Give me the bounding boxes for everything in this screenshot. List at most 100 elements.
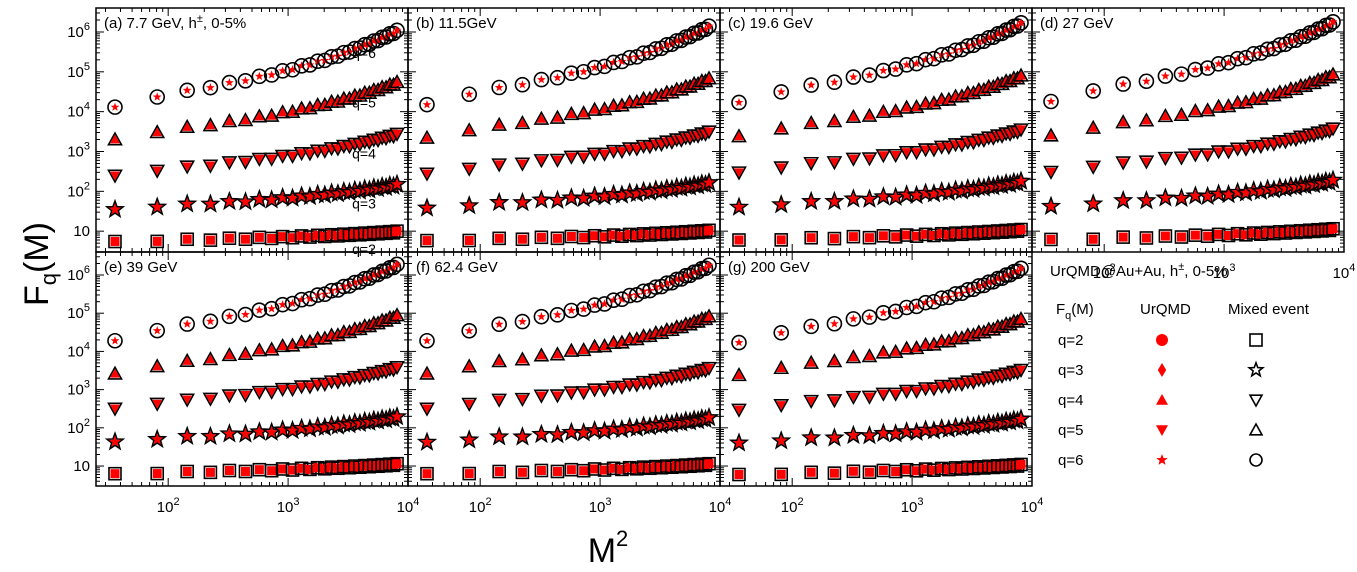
mixed-event-point bbox=[614, 53, 630, 70]
urqmd-point bbox=[1016, 18, 1026, 27]
urqmd-point bbox=[566, 345, 577, 355]
urqmd-point bbox=[1016, 225, 1026, 235]
urqmd-point bbox=[890, 347, 901, 356]
urqmd-point bbox=[254, 111, 265, 121]
panel-title: (a) 7.7 GeV, h±, 0-5% bbox=[104, 13, 246, 32]
urqmd-point bbox=[422, 100, 432, 109]
mixed-event-point bbox=[491, 393, 508, 408]
urqmd-point bbox=[920, 98, 931, 108]
urqmd-point bbox=[600, 299, 609, 308]
urqmd-point bbox=[1016, 263, 1026, 272]
urqmd-point bbox=[254, 387, 265, 397]
y-tick-label: 106 bbox=[67, 21, 90, 41]
urqmd-point bbox=[373, 269, 383, 279]
mixed-event-point bbox=[462, 233, 477, 248]
urqmd-point bbox=[277, 151, 288, 161]
urqmd-point bbox=[1190, 230, 1200, 240]
mixed-event-point bbox=[531, 423, 552, 444]
urqmd-point bbox=[734, 97, 744, 107]
urqmd-point bbox=[463, 199, 476, 211]
mixed-event-point bbox=[1220, 145, 1237, 160]
mixed-event-point bbox=[875, 305, 892, 321]
mixed-event-point bbox=[533, 389, 550, 404]
x-tick-label: 103 bbox=[901, 496, 924, 516]
mixed-event-point bbox=[107, 99, 123, 115]
mixed-event-point bbox=[237, 388, 254, 404]
urqmd-point bbox=[267, 233, 277, 243]
mixed-event-point bbox=[774, 467, 789, 482]
legend: UrQMD@Au+Au, h±, 0-5% Fq(M) UrQMD Mixed eve… bbox=[1050, 261, 1310, 469]
series-q5 bbox=[731, 310, 1029, 382]
urqmd-point bbox=[675, 182, 688, 194]
urqmd-point bbox=[1239, 186, 1252, 198]
urqmd-point bbox=[1214, 59, 1223, 68]
series-q3 bbox=[416, 406, 720, 451]
legend-row-label: q=6 bbox=[1058, 452, 1083, 469]
urqmd-point bbox=[331, 419, 344, 432]
urqmd-point bbox=[979, 280, 989, 290]
urqmd-point bbox=[829, 356, 840, 366]
mixed-event-point bbox=[773, 324, 790, 341]
mixed-event-point bbox=[1157, 68, 1174, 84]
urqmd-point bbox=[567, 305, 576, 315]
series-q3 bbox=[104, 173, 408, 219]
mixed-event-point bbox=[801, 190, 822, 211]
urqmd-point bbox=[305, 60, 315, 69]
urqmd-point bbox=[643, 185, 656, 198]
urqmd-point bbox=[607, 188, 620, 200]
urqmd-point bbox=[392, 25, 402, 35]
urqmd-point bbox=[608, 382, 619, 392]
urqmd-point bbox=[494, 233, 504, 243]
mixed-event-point bbox=[994, 270, 1010, 286]
urqmd-point bbox=[734, 131, 744, 141]
urqmd-point bbox=[697, 25, 707, 34]
urqmd-point bbox=[517, 234, 527, 244]
mixed-event-point bbox=[861, 390, 878, 405]
mixed-event-point bbox=[390, 224, 404, 238]
urqmd-point bbox=[552, 391, 563, 401]
urqmd-point bbox=[1015, 174, 1027, 187]
urqmd-point bbox=[864, 154, 875, 164]
urqmd-point bbox=[494, 467, 504, 477]
mixed-event-point bbox=[917, 336, 934, 352]
urqmd-point bbox=[919, 186, 932, 199]
urqmd-point bbox=[806, 467, 816, 477]
urqmd-point bbox=[109, 435, 121, 447]
urqmd-point bbox=[578, 345, 589, 354]
mixed-event-point bbox=[458, 429, 480, 449]
panel-title: (d) 27 GeV bbox=[1040, 15, 1113, 32]
urqmd-point bbox=[579, 304, 588, 313]
urqmd-point bbox=[607, 422, 620, 435]
mixed-event-point bbox=[549, 307, 566, 323]
urqmd-point bbox=[579, 233, 589, 243]
legend-urqmd-marker bbox=[1157, 363, 1167, 377]
urqmd-point bbox=[286, 424, 299, 436]
urqmd-point bbox=[343, 418, 356, 430]
urqmd-point bbox=[464, 399, 475, 409]
urqmd-point bbox=[805, 431, 818, 443]
urqmd-point bbox=[577, 192, 590, 204]
mixed-event-point bbox=[1013, 260, 1029, 277]
urqmd-point bbox=[1214, 229, 1224, 239]
mixed-event-point bbox=[843, 188, 864, 208]
urqmd-point bbox=[464, 326, 474, 335]
urqmd-point bbox=[921, 229, 931, 239]
urqmd-point bbox=[152, 361, 163, 371]
mixed-event-point bbox=[875, 62, 892, 79]
mixed-event-point bbox=[146, 428, 168, 449]
urqmd-point bbox=[241, 76, 250, 85]
urqmd-point bbox=[339, 48, 349, 57]
panel-title: (c) 19.6 GeV bbox=[728, 15, 813, 32]
urqmd-point bbox=[734, 235, 744, 245]
mixed-event-point bbox=[926, 50, 942, 67]
mixed-event-point bbox=[731, 128, 747, 143]
urqmd-point bbox=[392, 77, 402, 87]
urqmd-point bbox=[182, 467, 192, 477]
urqmd-point bbox=[318, 421, 331, 433]
urqmd-point bbox=[693, 267, 703, 276]
mixed-event-point bbox=[773, 398, 790, 414]
urqmd-point bbox=[493, 196, 506, 208]
legend-urqmd-marker bbox=[1156, 425, 1168, 436]
mixed-event-point bbox=[908, 55, 925, 72]
